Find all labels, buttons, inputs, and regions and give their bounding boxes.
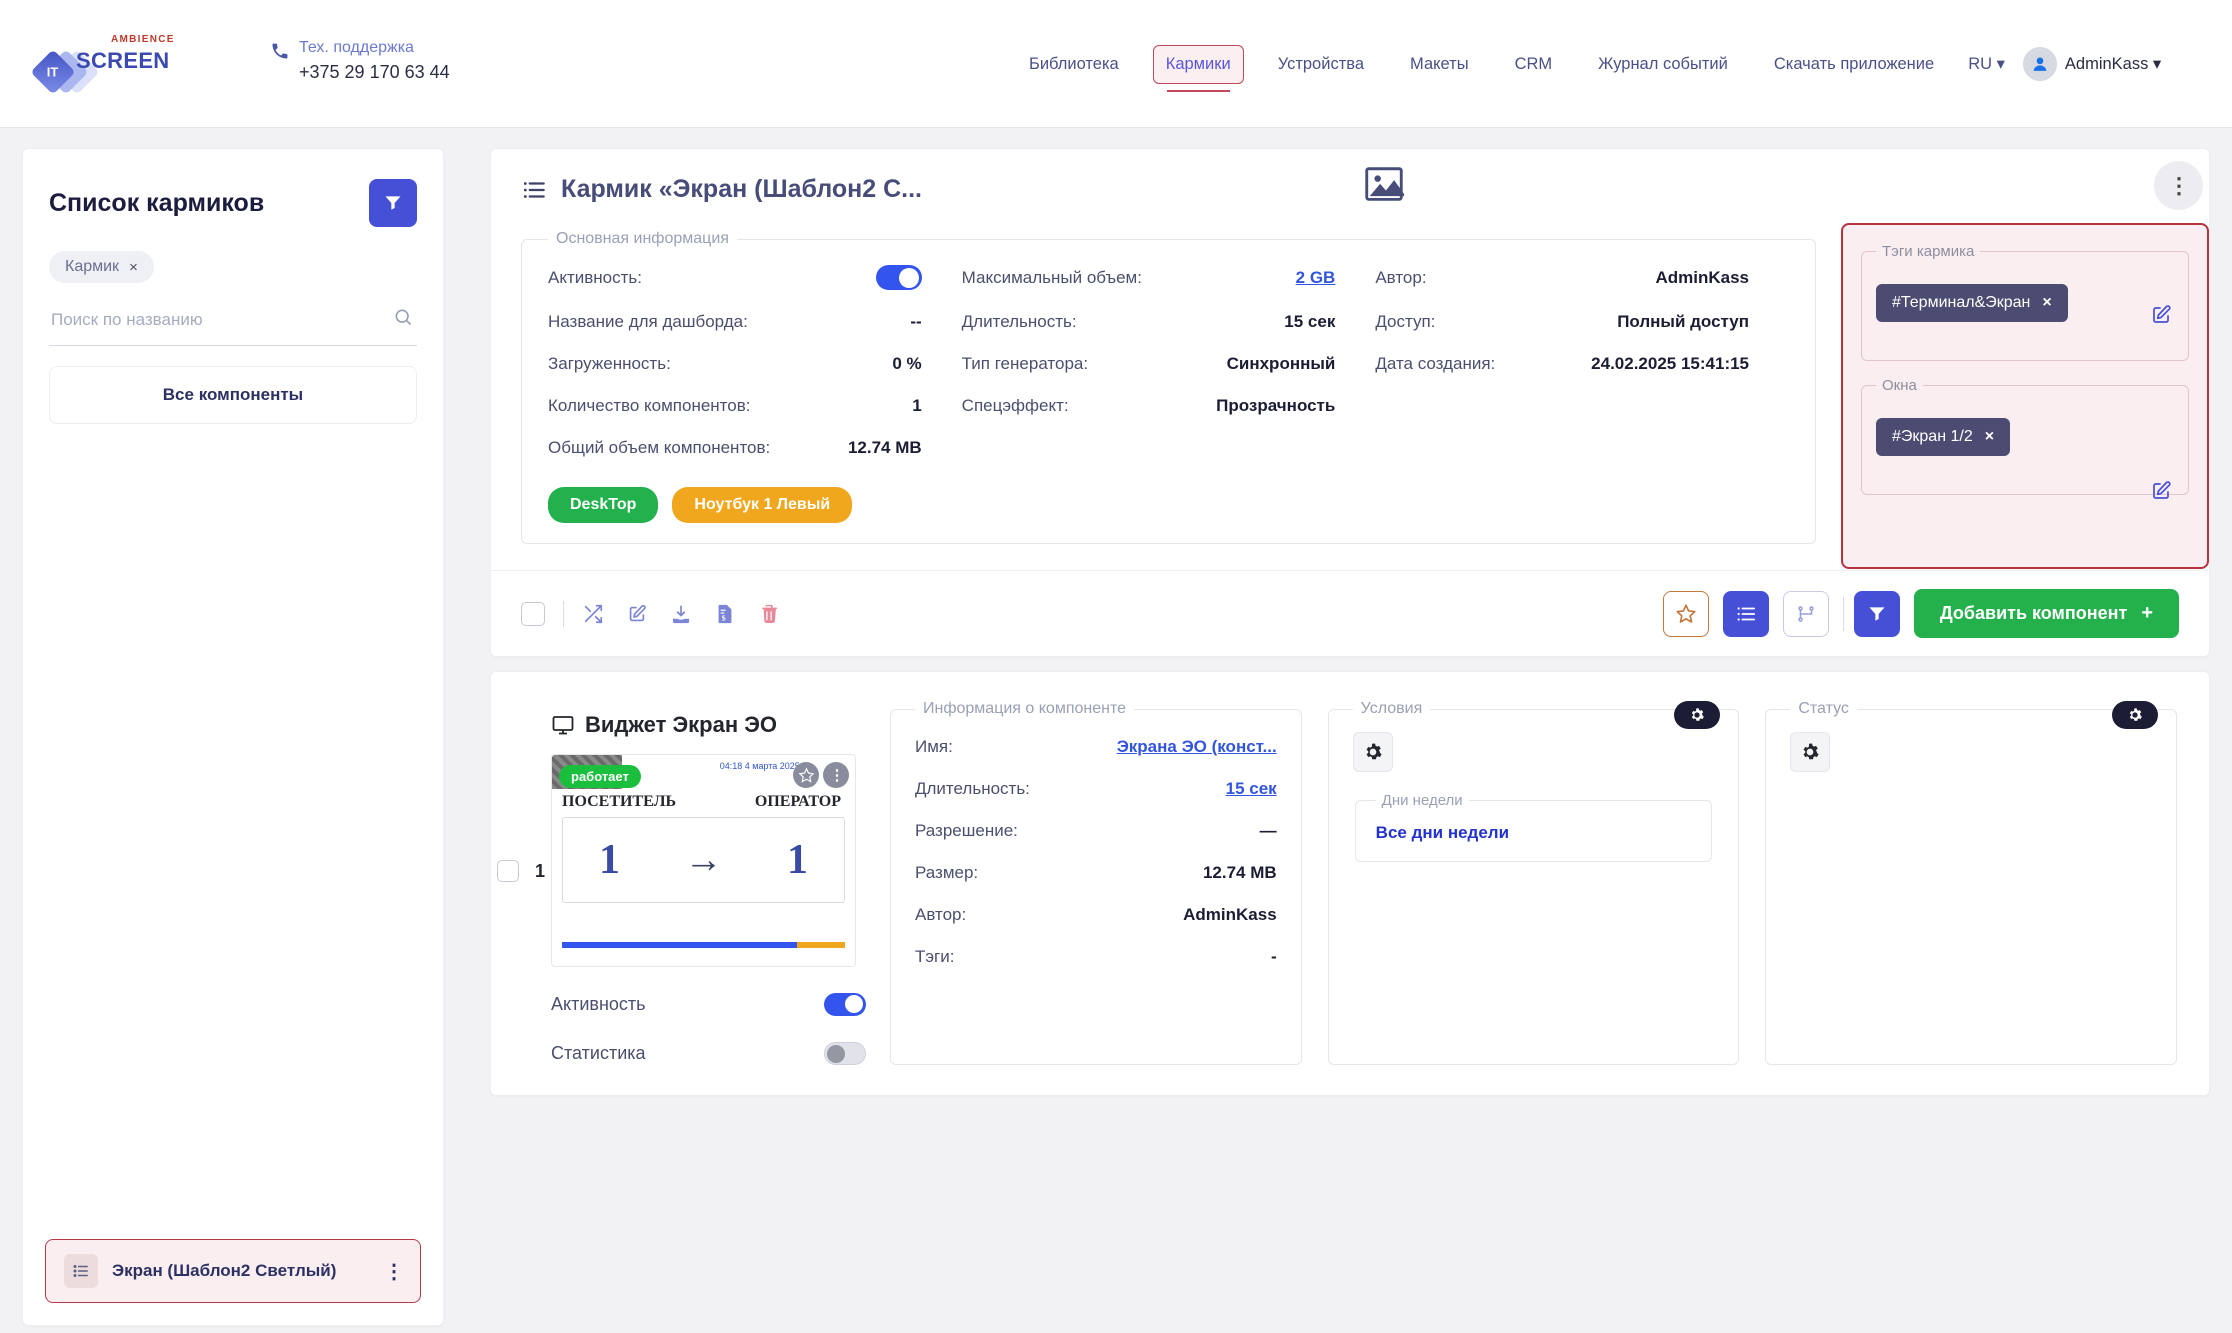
svg-text:$: $ — [722, 613, 726, 622]
